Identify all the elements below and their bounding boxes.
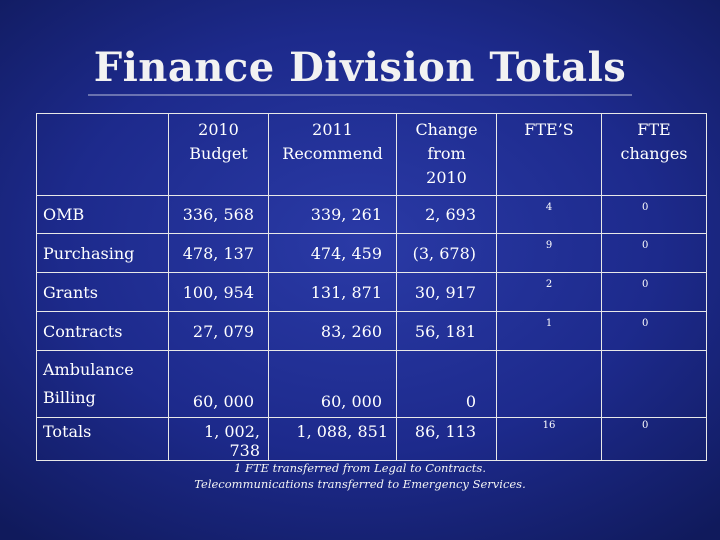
cell-change: 0	[396, 350, 497, 418]
cell-change: (3, 678)	[396, 233, 497, 273]
header-text: FTE’S	[524, 120, 574, 139]
header-cell-fte-changes: FTE changes	[601, 113, 707, 196]
totals-table: 2010 Budget 2011 Recommend Change from 2…	[36, 113, 707, 461]
table-row: OMB 336, 568 339, 261 2, 693 4 0	[36, 195, 707, 234]
cell-ftes: 9	[496, 233, 602, 273]
row-label: Contracts	[36, 311, 169, 351]
row-label: Purchasing	[36, 233, 169, 273]
cell-recommend-2011: 474, 459	[268, 233, 397, 273]
row-label: Ambulance Billing	[36, 350, 169, 418]
footnote: 1 FTE transferred from Legal to Contract…	[0, 460, 720, 492]
cell-change: 56, 181	[396, 311, 497, 351]
table-row: Contracts 27, 079 83, 260 56, 181 1 0	[36, 311, 707, 351]
slide-title: Finance Division Totals	[93, 44, 627, 91]
cell-recommend-2011: 83, 260	[268, 311, 397, 351]
cell-fte-changes: 0	[601, 195, 707, 234]
cell-budget-2010: 27, 079	[168, 311, 269, 351]
cell-ftes	[496, 350, 602, 418]
row-label-line: Ambulance	[43, 360, 134, 379]
cell-budget-2010: 100, 954	[168, 272, 269, 312]
cell-budget-2010: 60, 000	[168, 350, 269, 418]
table-row: Purchasing 478, 137 474, 459 (3, 678) 9 …	[36, 233, 707, 273]
cell-budget-2010: 1, 002, 738	[168, 417, 269, 461]
title-divider	[88, 94, 632, 96]
header-text: Recommend	[282, 144, 383, 163]
cell-fte-changes: 0	[601, 233, 707, 273]
header-cell-blank	[36, 113, 169, 196]
cell-budget-2010: 478, 137	[168, 233, 269, 273]
cell-ftes: 16	[496, 417, 602, 461]
footnote-line: Telecommunications transferred to Emerge…	[194, 477, 526, 491]
header-text: FTE	[637, 120, 671, 139]
table-row: Totals 1, 002, 738 1, 088, 851 86, 113 1…	[36, 417, 707, 461]
header-text: Change	[415, 120, 478, 139]
cell-recommend-2011: 1, 088, 851	[268, 417, 397, 461]
cell-ftes: 1	[496, 311, 602, 351]
row-label: OMB	[36, 195, 169, 234]
header-text: 2010	[426, 168, 467, 187]
header-row: 2010 Budget 2011 Recommend Change from 2…	[36, 113, 707, 196]
header-cell-recommend-2011: 2011 Recommend	[268, 113, 397, 196]
cell-fte-changes: 0	[601, 272, 707, 312]
cell-change: 86, 113	[396, 417, 497, 461]
header-text: changes	[620, 144, 688, 163]
table-row: Ambulance Billing 60, 000 60, 000 0	[36, 350, 707, 418]
header-cell-ftes: FTE’S	[496, 113, 602, 196]
cell-recommend-2011: 131, 871	[268, 272, 397, 312]
header-cell-budget-2010: 2010 Budget	[168, 113, 269, 196]
cell-fte-changes: 0	[601, 417, 707, 461]
cell-fte-changes: 0	[601, 311, 707, 351]
cell-change: 30, 917	[396, 272, 497, 312]
row-label: Totals	[36, 417, 169, 461]
row-label-line: Billing	[43, 388, 96, 407]
header-cell-change: Change from 2010	[396, 113, 497, 196]
cell-ftes: 4	[496, 195, 602, 234]
cell-recommend-2011: 60, 000	[268, 350, 397, 418]
header-text: from	[427, 144, 466, 163]
cell-recommend-2011: 339, 261	[268, 195, 397, 234]
cell-budget-2010: 336, 568	[168, 195, 269, 234]
row-label: Grants	[36, 272, 169, 312]
header-text: 2010	[198, 120, 239, 139]
header-text: 2011	[312, 120, 353, 139]
header-text: Budget	[189, 144, 248, 163]
cell-ftes: 2	[496, 272, 602, 312]
cell-fte-changes	[601, 350, 707, 418]
table-row: Grants 100, 954 131, 871 30, 917 2 0	[36, 272, 707, 312]
cell-change: 2, 693	[396, 195, 497, 234]
footnote-line: 1 FTE transferred from Legal to Contract…	[234, 461, 486, 475]
